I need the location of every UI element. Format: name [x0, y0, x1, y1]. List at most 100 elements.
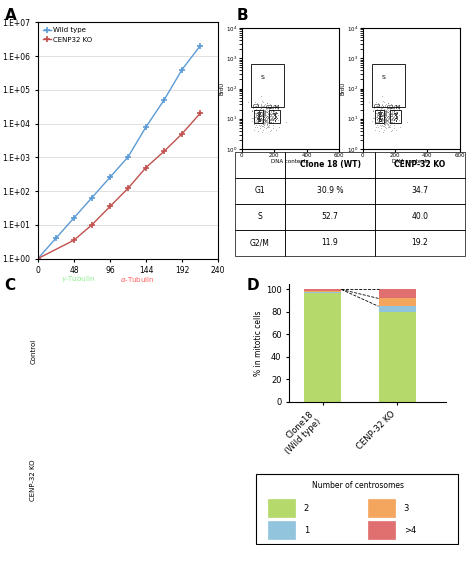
Point	[261, 119, 268, 128]
Point	[386, 114, 393, 123]
Text: 34.7: 34.7	[411, 186, 428, 195]
Point	[259, 111, 266, 120]
Point	[271, 108, 279, 117]
Point	[259, 102, 266, 111]
Point	[375, 115, 383, 124]
Point	[376, 114, 384, 123]
Point	[384, 107, 392, 116]
Point	[271, 113, 279, 122]
Point	[253, 114, 260, 123]
Point	[387, 112, 395, 121]
Point	[259, 106, 267, 115]
Point	[373, 109, 381, 118]
CENP32 KO	[107, 203, 113, 210]
Point	[381, 97, 388, 106]
Point	[377, 118, 384, 127]
Point	[382, 103, 389, 112]
Point	[258, 111, 265, 120]
Point	[375, 117, 383, 126]
Point	[267, 107, 275, 116]
Point	[392, 110, 399, 119]
Point	[386, 104, 394, 113]
Point	[258, 112, 265, 121]
Point	[255, 107, 263, 116]
Point	[257, 115, 265, 124]
Bar	[254, 110, 263, 124]
Point	[269, 108, 276, 117]
Point	[255, 110, 262, 119]
Text: S: S	[257, 212, 262, 221]
Point	[254, 107, 261, 116]
Point	[382, 101, 389, 110]
Point	[381, 110, 389, 119]
Point	[258, 103, 265, 112]
Point	[374, 107, 382, 116]
Point	[255, 110, 263, 119]
Point	[273, 109, 280, 118]
Point	[377, 108, 385, 117]
Point	[269, 110, 276, 119]
Point	[264, 123, 272, 132]
Point	[393, 108, 401, 117]
Point	[391, 110, 398, 119]
Point	[254, 118, 262, 127]
CENP32 KO	[89, 221, 95, 228]
Point	[259, 102, 266, 111]
Point	[256, 111, 264, 120]
Bar	[268, 521, 295, 540]
Point	[385, 110, 392, 119]
Point	[383, 107, 391, 116]
Point	[377, 111, 384, 120]
Point	[372, 115, 379, 124]
Point	[259, 119, 266, 128]
Point	[379, 111, 386, 120]
Point	[269, 124, 277, 133]
Point	[383, 111, 390, 120]
Point	[262, 107, 270, 116]
Point	[264, 111, 271, 120]
Point	[272, 109, 279, 118]
Point	[381, 108, 389, 117]
Point	[376, 114, 384, 123]
Point	[377, 117, 385, 126]
Point	[262, 113, 270, 122]
Point	[263, 107, 270, 116]
Point	[384, 115, 392, 124]
Bar	[268, 499, 295, 518]
Bar	[375, 230, 465, 256]
Point	[271, 113, 279, 122]
Point	[381, 117, 388, 126]
Line: Wild type: Wild type	[35, 43, 203, 262]
Point	[260, 113, 267, 122]
Point	[376, 110, 383, 119]
Point	[377, 114, 385, 123]
Point	[383, 117, 390, 126]
Point	[375, 127, 383, 136]
Point	[391, 116, 398, 125]
Point	[380, 108, 388, 117]
Point	[260, 106, 268, 115]
Point	[375, 115, 383, 124]
Point	[387, 108, 395, 117]
Point	[255, 112, 263, 121]
Point	[376, 112, 383, 121]
Point	[380, 117, 388, 126]
Point	[258, 128, 265, 137]
Point	[265, 104, 273, 113]
Point	[255, 127, 262, 136]
Point	[374, 107, 382, 116]
Point	[393, 114, 401, 123]
Point	[376, 110, 383, 119]
Point	[255, 112, 263, 121]
Point	[379, 115, 387, 124]
Point	[259, 119, 266, 128]
Point	[274, 111, 282, 120]
Point	[272, 108, 280, 117]
Point	[271, 110, 279, 119]
Point	[373, 112, 381, 121]
Point	[374, 116, 382, 125]
Text: G2/M: G2/M	[266, 105, 281, 110]
Point	[264, 108, 272, 117]
Point	[255, 115, 263, 124]
Point	[374, 114, 382, 123]
